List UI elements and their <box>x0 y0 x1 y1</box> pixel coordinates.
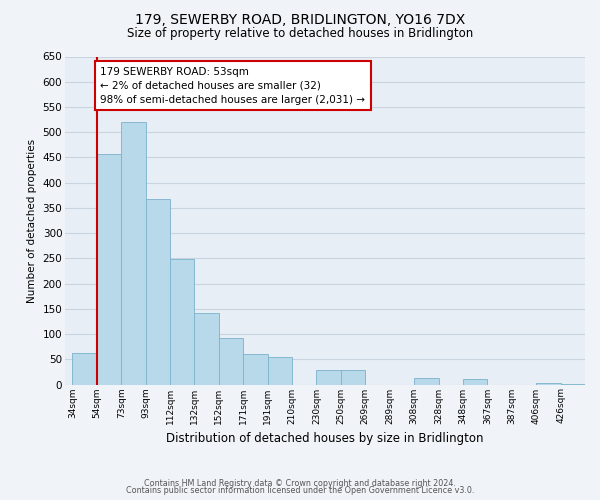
Bar <box>268 357 292 384</box>
Bar <box>243 354 268 384</box>
Bar <box>170 259 194 384</box>
Text: Size of property relative to detached houses in Bridlington: Size of property relative to detached ho… <box>127 28 473 40</box>
Bar <box>414 378 439 384</box>
Bar <box>121 122 146 384</box>
Y-axis label: Number of detached properties: Number of detached properties <box>27 138 37 302</box>
Bar <box>73 353 97 384</box>
Bar <box>97 154 121 384</box>
Text: 179 SEWERBY ROAD: 53sqm
← 2% of detached houses are smaller (32)
98% of semi-det: 179 SEWERBY ROAD: 53sqm ← 2% of detached… <box>100 66 365 104</box>
Bar <box>463 380 487 384</box>
Text: 179, SEWERBY ROAD, BRIDLINGTON, YO16 7DX: 179, SEWERBY ROAD, BRIDLINGTON, YO16 7DX <box>135 12 465 26</box>
Bar <box>194 314 219 384</box>
Text: Contains public sector information licensed under the Open Government Licence v3: Contains public sector information licen… <box>126 486 474 495</box>
Text: Contains HM Land Registry data © Crown copyright and database right 2024.: Contains HM Land Registry data © Crown c… <box>144 478 456 488</box>
Bar <box>316 370 341 384</box>
Bar <box>341 370 365 384</box>
Bar <box>219 338 243 384</box>
Bar <box>146 199 170 384</box>
X-axis label: Distribution of detached houses by size in Bridlington: Distribution of detached houses by size … <box>166 432 484 445</box>
Bar <box>536 383 560 384</box>
